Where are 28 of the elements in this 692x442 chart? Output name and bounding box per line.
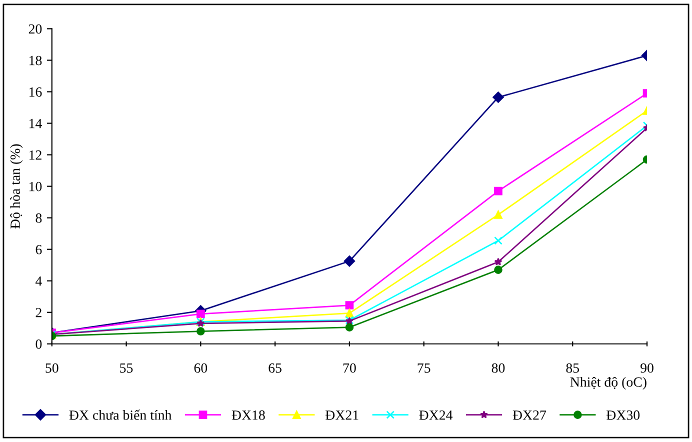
x-tick-label: 75 xyxy=(418,364,430,373)
legend-label: ĐX30 xyxy=(606,410,640,420)
y-tick-label: 6 xyxy=(36,244,42,254)
y-tick-label: 20 xyxy=(28,24,42,34)
x-tick-label: 80 xyxy=(492,363,505,373)
legend-label: ĐX27 xyxy=(512,410,546,420)
legend-label: ĐX chưa biến tính xyxy=(69,410,172,420)
y-axis-title: Độ hòa tan (%) xyxy=(10,144,23,229)
y-tick-label: 12 xyxy=(30,150,42,160)
y-tick-label: 14 xyxy=(30,118,42,128)
x-tick-label: 55 xyxy=(120,364,133,373)
y-tick-label: 10 xyxy=(30,182,42,192)
x-tick-label: 65 xyxy=(268,363,282,373)
legend-label: ĐX24 xyxy=(419,410,453,420)
x-tick-label: 85 xyxy=(566,363,580,373)
y-tick-label: 4 xyxy=(36,276,42,286)
legend-label: ĐX21 xyxy=(325,410,358,420)
y-tick-label: 8 xyxy=(36,213,42,223)
y-tick-label: 2 xyxy=(36,308,42,318)
x-tick-label: 90 xyxy=(640,363,654,373)
y-tick-label: 0 xyxy=(36,339,42,349)
x-axis-title: Nhiệt độ (oC) xyxy=(570,376,646,390)
x-tick-label: 60 xyxy=(194,363,208,373)
legend-label: ĐX18 xyxy=(232,410,265,420)
y-tick-label: 18 xyxy=(30,56,42,66)
y-tick-label: 16 xyxy=(30,87,42,97)
x-tick-label: 50 xyxy=(46,363,58,373)
x-tick-label: 70 xyxy=(343,363,356,373)
